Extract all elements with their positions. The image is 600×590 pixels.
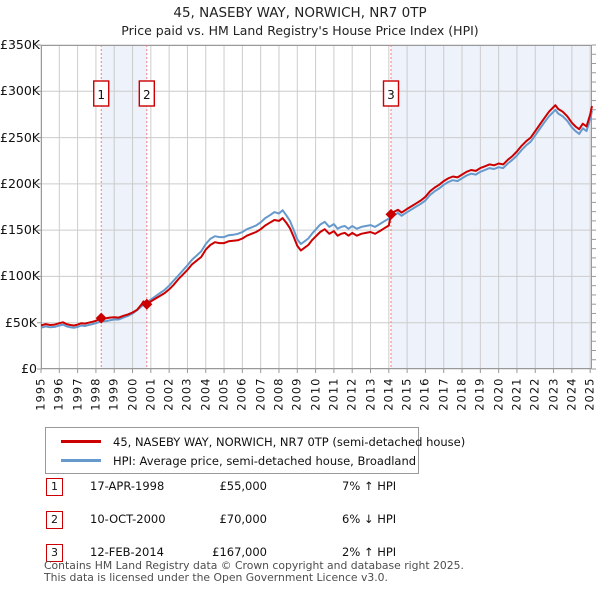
hpi-line-swatch [61,459,101,462]
property-line-swatch [61,440,101,443]
sale-point-diamond [95,312,107,324]
x-tick-label: 2018 [454,377,469,411]
sale-marker-box-number: 2 [143,88,151,102]
transaction-number-badge: 3 [46,544,63,562]
x-tick-label: 2012 [344,377,359,411]
x-tick-label: 2013 [363,377,377,411]
licence-footer-line2: This data is licensed under the Open Gov… [44,570,388,584]
price-line [40,104,593,327]
sale-marker-box [382,80,400,107]
x-tick-label: 2025 [582,377,597,411]
x-tick-label: 2000 [125,377,140,411]
page-title: 45, NASEBY WAY, NORWICH, NR7 0TP [173,5,427,21]
y-tick-label: £250K [0,129,41,145]
legend-label-property: 45, NASEBY WAY, NORWICH, NR7 0TP (semi-d… [113,434,466,449]
transaction-price: £70,000 [219,512,267,526]
licence-footer-line1: Contains HM Land Registry data © Crown c… [44,559,464,572]
price-chart: 1 2 3 £0 £50K £100K £150K £200K £250K £300K £350K… [0,37,597,411]
y-tick-label: £0 [21,361,37,376]
transaction-number-badge: 1 [46,478,63,496]
x-tick-label: 2004 [198,377,213,411]
ownership-period-shading [391,45,592,369]
x-tick-label: 1995 [33,377,48,411]
plot-border [41,45,592,369]
sale-marker-box-number: 3 [387,88,395,102]
y-tick-label: £50K [4,314,37,330]
transaction-row: 1 17-APR-1998 £55,000 7% ↑ HPI [0,478,600,498]
page-subtitle: Price paid vs. HM Land Registry's House … [121,23,479,38]
transaction-row: 2 10-OCT-2000 £70,000 6% ↓ HPI [0,511,600,531]
legend-label-hpi: HPI: Average price, semi-detached house,… [113,453,417,468]
transaction-price: £167,000 [212,545,267,559]
x-tick-label: 2014 [381,377,396,411]
x-tick-label: 2001 [143,377,158,411]
x-tick-label: 2023 [546,377,561,411]
legend-item-hpi: HPI: Average price, semi-detached house,… [46,451,418,470]
x-tick-label: 2002 [161,377,176,411]
x-tick-label: 1997 [70,377,85,411]
legend-item-property: 45, NASEBY WAY, NORWICH, NR7 0TP (semi-d… [46,432,465,451]
x-tick-label: 2011 [326,377,341,411]
x-tick-label: 2015 [399,377,414,411]
sale-point-diamond [141,298,153,310]
price-chart-plot: 1 2 3 [37,44,596,373]
y-tick-label: £200K [0,175,41,191]
y-tick-label: £300K [0,83,41,99]
transaction-hpi-delta: 7% ↑ HPI [342,479,397,493]
transaction-date: 12-FEB-2014 [90,545,164,559]
transaction-number-badge: 2 [46,511,63,529]
x-tick-label: 2005 [216,377,231,411]
x-tick-label: 2021 [509,377,524,411]
transaction-hpi-delta: 2% ↑ HPI [342,545,397,559]
x-tick-label: 2006 [234,377,249,411]
x-tick-label: 2003 [179,377,194,411]
transaction-price: £55,000 [219,479,267,493]
sale-marker-box [93,80,110,107]
x-tick-label: 2016 [417,377,432,411]
y-tick-label: £100K [0,268,41,284]
x-tick-label: 2024 [564,377,579,411]
x-tick-label: 2009 [289,377,304,411]
x-tick-label: 1996 [51,377,66,411]
x-tick-label: 2020 [491,377,506,411]
sale-point-diamond [385,208,397,220]
transaction-date: 10-OCT-2000 [90,512,166,526]
x-tick-label: 2022 [527,377,542,411]
sale-marker-box [138,80,156,107]
x-tick-label: 1999 [106,377,121,411]
x-tick-label: 2017 [436,377,451,411]
x-tick-label: 2008 [271,377,286,411]
chart-legend: 45, NASEBY WAY, NORWICH, NR7 0TP (semi-d… [45,427,465,474]
transaction-row: 3 12-FEB-2014 £167,000 2% ↑ HPI [0,544,600,564]
y-tick-label: £150K [0,222,41,238]
x-tick-label: 2007 [253,377,268,411]
sale-marker-box-number: 1 [97,88,105,102]
x-tick-label: 2019 [472,377,487,411]
transaction-hpi-delta: 6% ↓ HPI [342,512,397,526]
x-tick-label: 1998 [88,377,103,411]
transaction-date: 17-APR-1998 [90,479,165,493]
licence-footer: Contains HM Land Registry data © Crown c… [44,560,584,583]
x-tick-label: 2010 [308,377,323,411]
price-line [40,108,593,329]
y-tick-label: £350K [0,37,41,52]
